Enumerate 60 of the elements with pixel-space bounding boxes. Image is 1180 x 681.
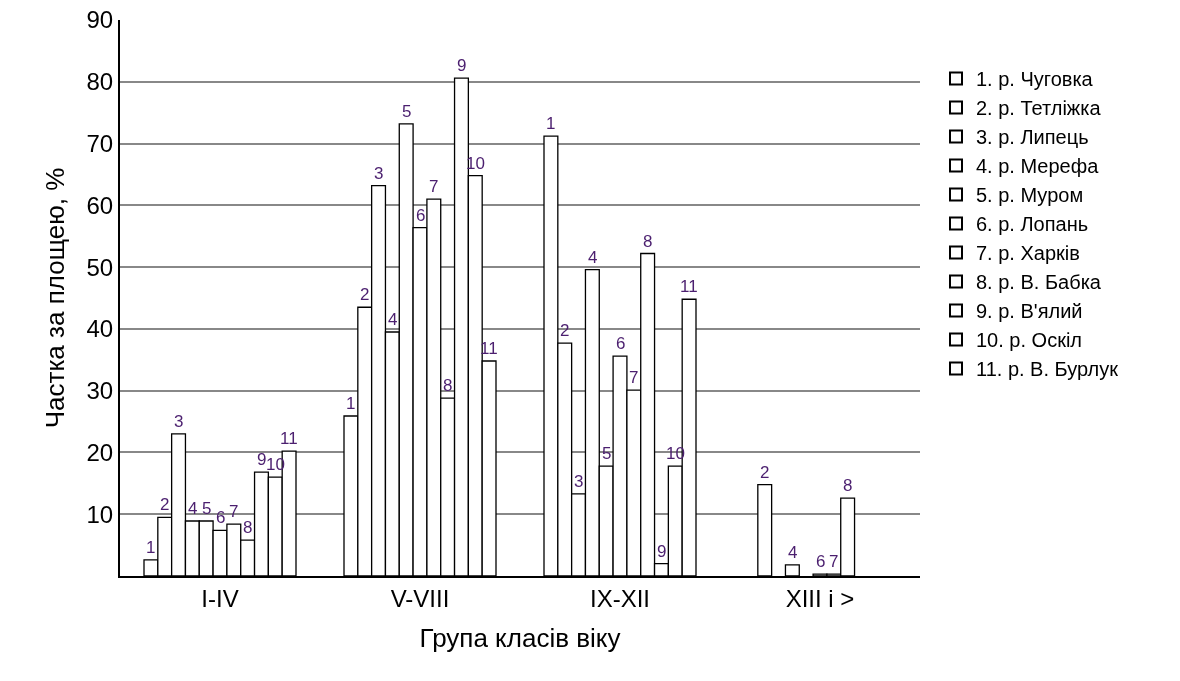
annotation: 7 [829,552,839,571]
annotation: 4 [188,499,198,518]
x-tick-label: XIII і > [785,584,855,612]
x-tick-label: IX-XII [589,584,651,612]
annotation: 9 [457,56,467,75]
annotation: 6 [616,334,626,353]
x-tick-label: I-IV [201,584,239,612]
annotation: 3 [174,412,184,431]
annotation: 8 [643,232,653,251]
annotation: 6 [816,552,826,571]
annotation: 2 [760,463,770,482]
annotation: 9 [657,542,667,561]
annotation: 6 [216,508,226,527]
annotation: 5 [402,102,412,121]
legend-label: 11. р. В. Бурлук [976,358,1119,381]
annotation: 4 [388,310,398,329]
legend-label: 9. р. В'ялий [976,300,1083,323]
y-tick-label: 60 [86,191,114,219]
y-tick-label: 50 [86,253,114,281]
annotation: 8 [243,518,253,537]
legend-label: 10. р. Оскіл [976,329,1083,352]
y-tick-label: 90 [86,6,114,34]
annotation: 3 [574,472,584,491]
y-axis-title: Частка за площею, % [40,167,71,429]
annotation: 2 [160,495,170,514]
y-tick-label: 70 [86,129,114,157]
y-tick-label: 20 [86,438,114,466]
legend-label: 1. р. Чуговка [976,68,1094,91]
annotation: 4 [788,543,798,562]
annotation: 2 [360,285,370,304]
legend-label: 6. р. Лопань [976,213,1089,236]
legend-label: 8. р. В. Бабка [976,271,1102,294]
x-axis-title: Група класів віку [419,623,621,653]
annotation: 5 [202,499,212,518]
y-tick-label: 80 [86,68,114,96]
legend-label: 2. р. Тетліжка [976,97,1102,120]
annotation: 7 [629,368,639,387]
annotation: 3 [374,164,384,183]
annotation: 9 [257,450,267,469]
annotation: 2 [560,321,570,340]
legend-label: 3. р. Липець [976,126,1089,149]
annotation: 4 [588,248,598,267]
annotation: 7 [229,502,239,521]
annotation: 8 [843,476,853,495]
legend-label: 7. р. Харків [976,242,1080,265]
annotation: 6 [416,206,426,225]
y-tick-label: 30 [86,377,114,405]
y-tick-label: 40 [86,315,114,343]
annotation: 8 [443,376,453,395]
annotation: 11 [680,277,698,296]
annotation: 1 [346,394,356,413]
annotation: 1 [546,114,556,133]
annotation: 7 [429,177,439,196]
annotation: 1 [146,538,156,557]
x-tick-label: V-VIII [390,584,450,612]
annotation: 11 [280,429,298,448]
y-tick-label: 10 [86,500,114,528]
legend-label: 5. р. Муром [976,184,1084,207]
legend-label: 4. р. Мерефа [976,155,1100,178]
annotation: 5 [602,444,612,463]
